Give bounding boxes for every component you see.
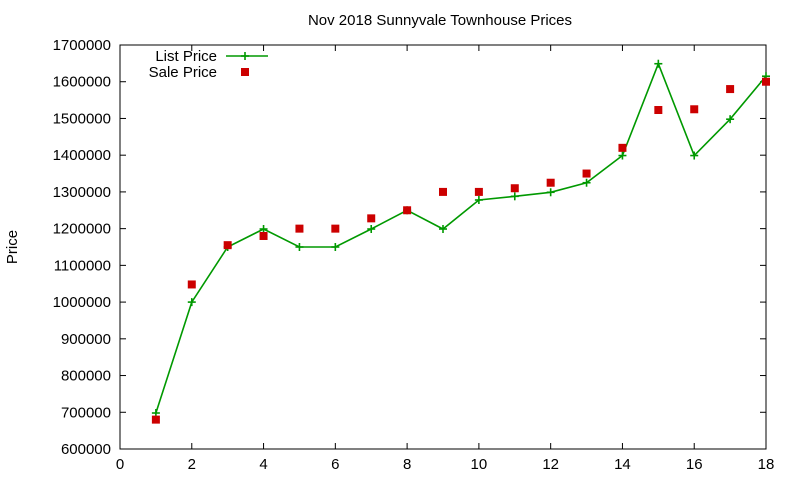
data-point-list-price — [546, 188, 555, 197]
data-point-list-price — [439, 225, 447, 234]
legend-label: Sale Price — [149, 64, 217, 81]
y-ticks: 600000 700000 800000 900000 1000000 1100000 12… — [53, 37, 766, 458]
axes-layer — [119, 44, 767, 450]
y-tick-label: 1000000 — [53, 294, 111, 311]
data-point-sale-price — [510, 184, 519, 193]
data-point-list-price — [259, 225, 268, 234]
x-tick-label: 12 — [542, 456, 559, 473]
data-point-sale-price — [151, 415, 160, 424]
data-point-list-price — [654, 59, 663, 68]
y-tick-label: 1600000 — [53, 74, 111, 91]
series-list-price — [151, 59, 770, 418]
legend-marker — [241, 68, 249, 76]
data-point-list-price — [690, 151, 699, 160]
chart-title: Nov 2018 Sunnyvale Townhouse Prices — [308, 12, 572, 29]
data-point-list-price — [510, 192, 519, 201]
data-point-list-price — [367, 225, 376, 234]
x-tick-label: 18 — [758, 456, 775, 473]
data-point-sale-price — [259, 231, 268, 240]
data-point-list-price — [187, 298, 196, 307]
y-tick-label: 900000 — [61, 331, 111, 348]
data-point-list-price — [295, 243, 304, 251]
plot-border — [119, 44, 767, 450]
legend-label: List Price — [155, 48, 217, 65]
y-tick-label: 1500000 — [53, 110, 111, 127]
series-line-list-price — [155, 61, 767, 414]
legend-entry-list-price: List Price — [155, 48, 268, 65]
data-point-sale-price — [295, 224, 304, 233]
data-point-sale-price — [403, 206, 412, 215]
y-tick-label: 1100000 — [54, 257, 111, 274]
y-tick-label: 600000 — [61, 441, 111, 458]
data-point-list-price — [618, 151, 627, 160]
x-tick-label: 14 — [614, 456, 631, 473]
data-point-sale-price — [618, 143, 627, 152]
y-axis-label: Price — [4, 230, 21, 264]
y-tick-label: 1300000 — [53, 184, 111, 201]
y-tick-label: 800000 — [61, 368, 111, 385]
data-point-sale-price — [223, 241, 232, 250]
y-tick-label: 1400000 — [53, 147, 111, 164]
y-tick-label: 1200000 — [53, 221, 111, 238]
x-tick-label: 8 — [403, 456, 411, 473]
data-point-list-price — [726, 115, 735, 124]
data-point-sale-price — [690, 105, 699, 114]
legend-marker — [241, 52, 249, 60]
x-tick-label: 10 — [471, 456, 488, 473]
x-tick-label: 0 — [116, 456, 124, 473]
data-point-sale-price — [654, 106, 663, 115]
x-tick-label: 6 — [331, 456, 339, 473]
data-point-sale-price — [439, 187, 447, 196]
data-point-sale-price — [726, 85, 735, 94]
data-point-sale-price — [187, 280, 196, 289]
data-point-sale-price — [331, 224, 340, 233]
data-point-sale-price — [367, 214, 376, 223]
data-point-sale-price — [762, 77, 770, 86]
data-point-list-price — [331, 243, 340, 251]
y-tick-label: 700000 — [61, 404, 111, 421]
y-tick-label: 1700000 — [53, 37, 111, 54]
x-ticks: 0 2 4 6 8 10 12 14 16 18 — [116, 45, 775, 473]
data-point-sale-price — [474, 187, 483, 196]
data-point-sale-price — [582, 169, 591, 178]
x-tick-label: 16 — [686, 456, 703, 473]
series-layer — [151, 59, 770, 424]
series-sale-price — [151, 77, 770, 424]
x-tick-label: 2 — [188, 456, 196, 473]
data-point-list-price — [474, 195, 483, 204]
data-point-sale-price — [546, 178, 555, 187]
data-point-list-price — [582, 178, 591, 187]
legend-entry-sale-price: Sale Price — [149, 64, 249, 81]
x-tick-label: 4 — [259, 456, 267, 473]
